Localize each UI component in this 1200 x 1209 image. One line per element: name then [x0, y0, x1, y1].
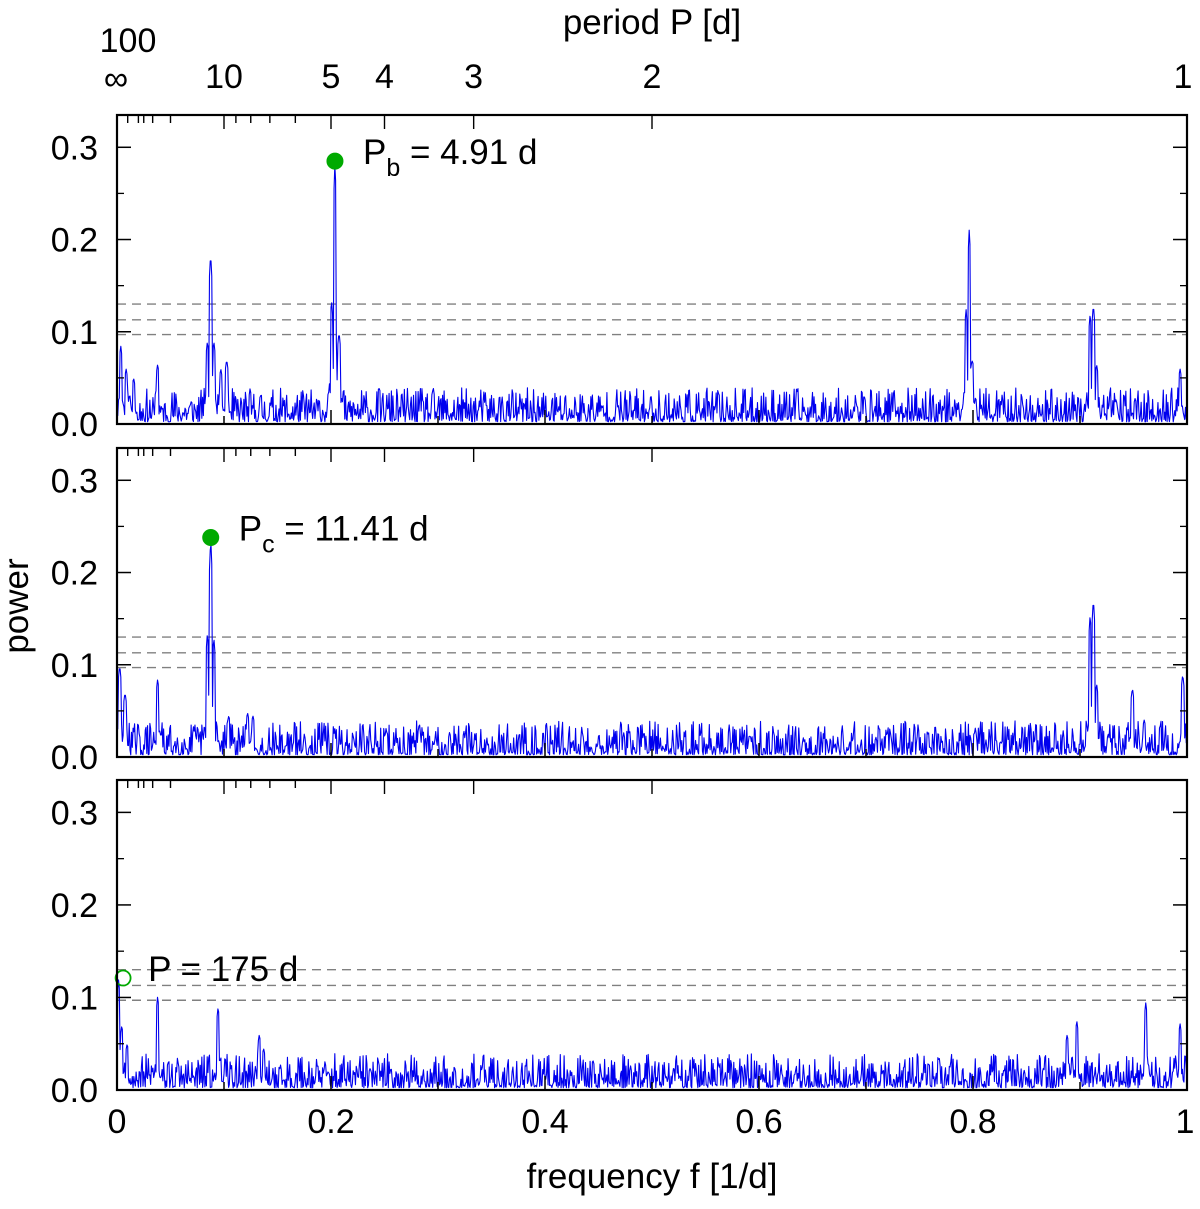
period-tick-label: 4 — [375, 58, 394, 96]
y-tick-label: 0.1 — [51, 979, 98, 1017]
panel-frame — [115, 446, 1189, 759]
y-tick-label: 0.2 — [51, 887, 98, 925]
annotation-main: P — [239, 509, 262, 548]
panels-layer: 0.0 0.1 0.2 0.3 Pb = 4.91 d 0.0 0.1 0.2 0.3 Pc = … — [51, 113, 1195, 1141]
panel-frame — [115, 113, 1189, 426]
top-axis-title: period P [d] — [563, 3, 741, 42]
y-tick-label: 0.1 — [51, 647, 98, 685]
power-series-line — [116, 979, 1188, 1089]
y-tick-label: 0.2 — [51, 555, 98, 593]
x-tick-label: 0.8 — [949, 1103, 996, 1141]
peak-marker — [326, 152, 344, 170]
x-axis-title: frequency f [1/d] — [527, 1157, 778, 1196]
annotation-main: P — [363, 133, 386, 172]
panel-1: 0.0 0.1 0.2 0.3 Pb = 4.91 d — [51, 113, 1189, 444]
y-tick-label: 0.0 — [51, 406, 98, 444]
y-tick-label: 0.3 — [51, 129, 98, 167]
annotation-value: = 175 d — [171, 950, 298, 989]
y-tick-label: 0.0 — [51, 1072, 98, 1110]
peak-marker — [202, 528, 220, 546]
period-tick-label: 2 — [643, 58, 662, 96]
annotation-value: = 11.41 d — [275, 509, 429, 548]
y-tick-label: 0.0 — [51, 739, 98, 777]
panel-frame — [115, 778, 1189, 1092]
x-tick-label: 0.4 — [521, 1103, 568, 1141]
y-tick-label: 0.3 — [51, 462, 98, 500]
period-tick-label: 10 — [205, 58, 243, 96]
period-tick-label: 5 — [322, 58, 341, 96]
peak-annotation: P = 175 d — [148, 950, 298, 989]
annotation-subscript: b — [386, 154, 400, 182]
power-series-line — [116, 164, 1188, 423]
panel-2: 0.0 0.1 0.2 0.3 Pc = 11.41 d — [51, 446, 1189, 777]
x-tick-label: 0 — [108, 1103, 127, 1141]
peak-annotation: Pc = 11.41 d — [239, 509, 429, 558]
power-series-line — [116, 543, 1188, 756]
y-axis-title: power — [0, 558, 36, 654]
period-tick-label: 100 — [100, 22, 157, 60]
peak-marker — [114, 969, 132, 987]
y-tick-label: 0.1 — [51, 314, 98, 352]
panel-3: 0.0 0.1 0.2 0.3 P = 175 d — [51, 778, 1189, 1110]
period-tick-label: 1 — [1174, 58, 1193, 96]
period-tick-label: 3 — [464, 58, 483, 96]
period-tick-label: ∞ — [104, 60, 128, 98]
y-tick-label: 0.3 — [51, 794, 98, 832]
peak-annotation: Pb = 4.91 d — [363, 133, 537, 182]
y-tick-label: 0.2 — [51, 222, 98, 260]
annotation-main: P — [148, 950, 171, 989]
top-period-axis: 100∞ 10 5 4 3 2 1 — [100, 22, 1193, 98]
annotation-value: = 4.91 d — [400, 133, 537, 172]
x-tick-label: 1 — [1176, 1103, 1195, 1141]
annotation-subscript: c — [262, 530, 275, 558]
x-tick-label: 0.2 — [307, 1103, 354, 1141]
x-tick-label: 0.6 — [735, 1103, 782, 1141]
